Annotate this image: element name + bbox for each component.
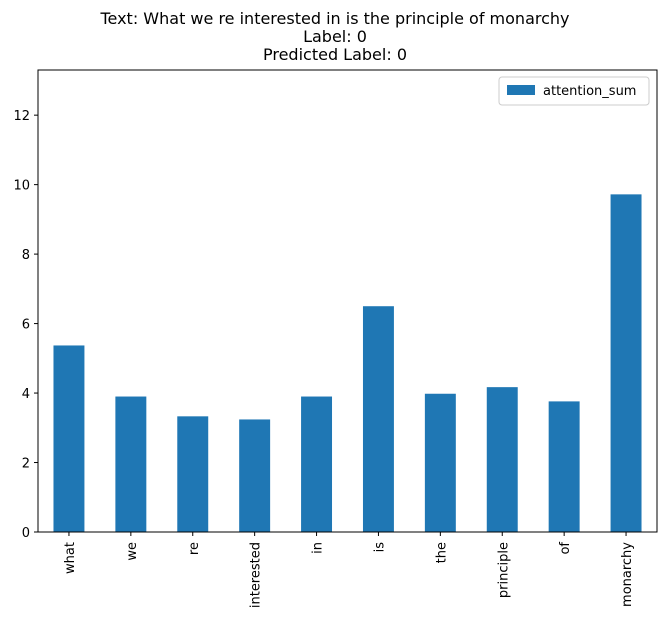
x-tick-label: of [558, 542, 573, 555]
x-tick-label: interested [249, 542, 264, 608]
bars-group [53, 194, 642, 533]
x-tick-label: monarchy [620, 542, 635, 607]
bar-re [177, 416, 209, 532]
x-tick-label: re [187, 542, 202, 555]
y-tick-label: 2 [22, 457, 30, 472]
bar-in [301, 396, 333, 532]
bar-we [115, 396, 147, 532]
legend-box [498, 76, 650, 106]
chart-title: Text: What we re interested in is the pr… [99, 9, 569, 64]
y-tick-label: 10 [13, 179, 30, 194]
bar-of [548, 401, 580, 532]
bar-is [362, 306, 394, 532]
x-tick-label: in [311, 542, 326, 554]
y-tick-label: 12 [13, 109, 30, 124]
y-tick-label: 8 [22, 248, 30, 263]
y-tick-label: 6 [22, 318, 30, 333]
bar-the [424, 393, 456, 532]
plot-frame [37, 69, 658, 533]
legend-swatch [507, 85, 535, 95]
x-axis: what we re interested in is the principle of mona… [63, 532, 635, 608]
bar-interested [239, 419, 271, 532]
chart-title-line: Text: What we re interested in is the pr… [99, 9, 569, 28]
bar-what [53, 345, 85, 532]
bar-monarchy [610, 194, 642, 533]
y-tick-label: 4 [22, 387, 30, 402]
chart-title-line: Label: 0 [303, 27, 367, 46]
bar-principle [486, 387, 518, 532]
x-tick-label: principle [496, 542, 511, 598]
x-tick-label: is [372, 542, 387, 553]
legend: attention_sum [498, 76, 650, 106]
x-tick-label: we [125, 542, 140, 561]
y-tick-label: 0 [22, 526, 30, 541]
x-tick-label: the [434, 542, 449, 563]
x-tick-label: what [63, 542, 78, 574]
y-axis: 0 2 4 6 8 10 12 [13, 109, 38, 541]
legend-label: attention_sum [543, 84, 636, 99]
chart-title-line: Predicted Label: 0 [263, 45, 407, 64]
